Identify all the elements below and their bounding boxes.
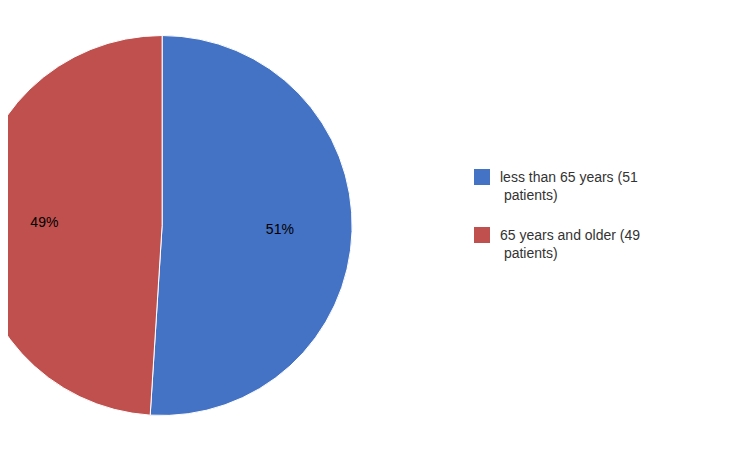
html-text:less than 65 years (51 patient: less than 65 years (51 patients) — [500, 168, 638, 203]
svg-text:49%: 49% — [30, 214, 58, 230]
svg-text:51%: 51% — [266, 221, 294, 237]
html-text:65 years and older (49 patient: 65 years and older (49 patients) — [500, 226, 641, 261]
